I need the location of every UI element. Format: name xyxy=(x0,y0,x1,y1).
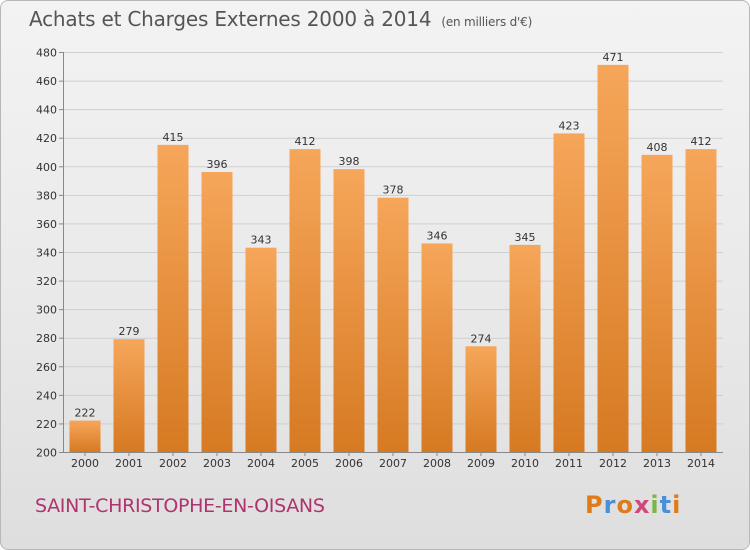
data-label-2002: 415 xyxy=(163,131,184,144)
chart-title: Achats et Charges Externes 2000 à 2014 (e… xyxy=(29,7,532,31)
y-tick-label: 260 xyxy=(36,361,57,374)
data-label-2000: 222 xyxy=(75,407,96,420)
data-label-2001: 279 xyxy=(119,325,140,338)
unit-label: (en milliers d'€) xyxy=(441,15,533,29)
x-tick-label-2002: 2002 xyxy=(159,457,187,470)
x-tick-label-2012: 2012 xyxy=(599,457,627,470)
y-tick-label: 280 xyxy=(36,332,57,345)
y-tick-label: 220 xyxy=(36,418,57,431)
data-label-2006: 398 xyxy=(339,155,360,168)
bar-2004 xyxy=(245,247,277,452)
x-tick-label-2008: 2008 xyxy=(423,457,451,470)
data-label-2012: 471 xyxy=(603,51,624,64)
data-label-2004: 343 xyxy=(251,234,272,247)
data-label-2007: 378 xyxy=(383,184,404,197)
y-tick-label: 420 xyxy=(36,132,57,145)
bar-2011 xyxy=(553,133,585,452)
logo-letter: o xyxy=(616,491,634,519)
title-text: Achats et Charges Externes 2000 à 2014 xyxy=(29,7,432,31)
y-tick-label: 320 xyxy=(36,275,57,288)
x-tick-label-2000: 2000 xyxy=(71,457,99,470)
logo-letter: x xyxy=(633,491,651,519)
bar-2013 xyxy=(641,154,673,452)
bar-2009 xyxy=(465,346,497,452)
y-tick-label: 340 xyxy=(36,247,57,260)
bar-2010 xyxy=(509,244,541,452)
data-label-2010: 345 xyxy=(515,231,536,244)
y-tick-label: 200 xyxy=(36,447,57,460)
axes: 200 220 240 260 280 300 320 340 360 380 400 420 440 4… xyxy=(36,47,723,460)
bar-2003 xyxy=(201,172,233,452)
logo-letter: t xyxy=(659,491,673,519)
data-label-2005: 412 xyxy=(295,135,316,148)
data-label-2011: 423 xyxy=(559,119,580,132)
bar-2014 xyxy=(685,149,717,452)
x-tick-label-2001: 2001 xyxy=(115,457,143,470)
x-tick-label-2011: 2011 xyxy=(555,457,583,470)
y-tick-label: 240 xyxy=(36,389,57,402)
bar-2005 xyxy=(289,149,321,452)
y-tick-label: 300 xyxy=(36,304,57,317)
y-tick-label: 460 xyxy=(36,75,57,88)
logo-letter: i xyxy=(650,491,660,519)
data-label-2009: 274 xyxy=(471,332,492,345)
bar-2006 xyxy=(333,169,365,452)
y-tick-label: 380 xyxy=(36,189,57,202)
labels: 222 2000 279 2001 415 2002 396 2003 343 2004 412 20… xyxy=(71,51,715,470)
y-tick-label: 400 xyxy=(36,161,57,174)
logo-letter: P xyxy=(585,491,604,519)
bar-2012 xyxy=(597,64,629,452)
data-label-2014: 412 xyxy=(691,135,712,148)
data-label-2013: 408 xyxy=(647,141,668,154)
y-tick-label: 360 xyxy=(36,218,57,231)
data-label-2008: 346 xyxy=(427,229,448,242)
logo-letter: r xyxy=(603,491,617,519)
logo-letter: i xyxy=(672,491,682,519)
x-tick-label-2007: 2007 xyxy=(379,457,407,470)
bars xyxy=(69,64,717,452)
x-tick-label-2013: 2013 xyxy=(643,457,671,470)
y-tick-label: 440 xyxy=(36,104,57,117)
bar-2008 xyxy=(421,243,453,452)
x-tick-label-2005: 2005 xyxy=(291,457,319,470)
data-label-2003: 396 xyxy=(207,158,228,171)
bar-2001 xyxy=(113,339,145,452)
x-tick-label-2010: 2010 xyxy=(511,457,539,470)
x-tick-label-2004: 2004 xyxy=(247,457,275,470)
bar-2002 xyxy=(157,144,189,452)
bar-2007 xyxy=(377,197,409,452)
x-tick-label-2014: 2014 xyxy=(687,457,715,470)
y-tick-label: 480 xyxy=(36,47,57,60)
x-tick-label-2003: 2003 xyxy=(203,457,231,470)
x-tick-label-2009: 2009 xyxy=(467,457,495,470)
bar-2000 xyxy=(69,420,101,452)
x-tick-label-2006: 2006 xyxy=(335,457,363,470)
proxiti-logo: Proxiti xyxy=(585,491,681,519)
commune-name: SAINT-CHRISTOPHE-EN-OISANS xyxy=(35,495,325,517)
